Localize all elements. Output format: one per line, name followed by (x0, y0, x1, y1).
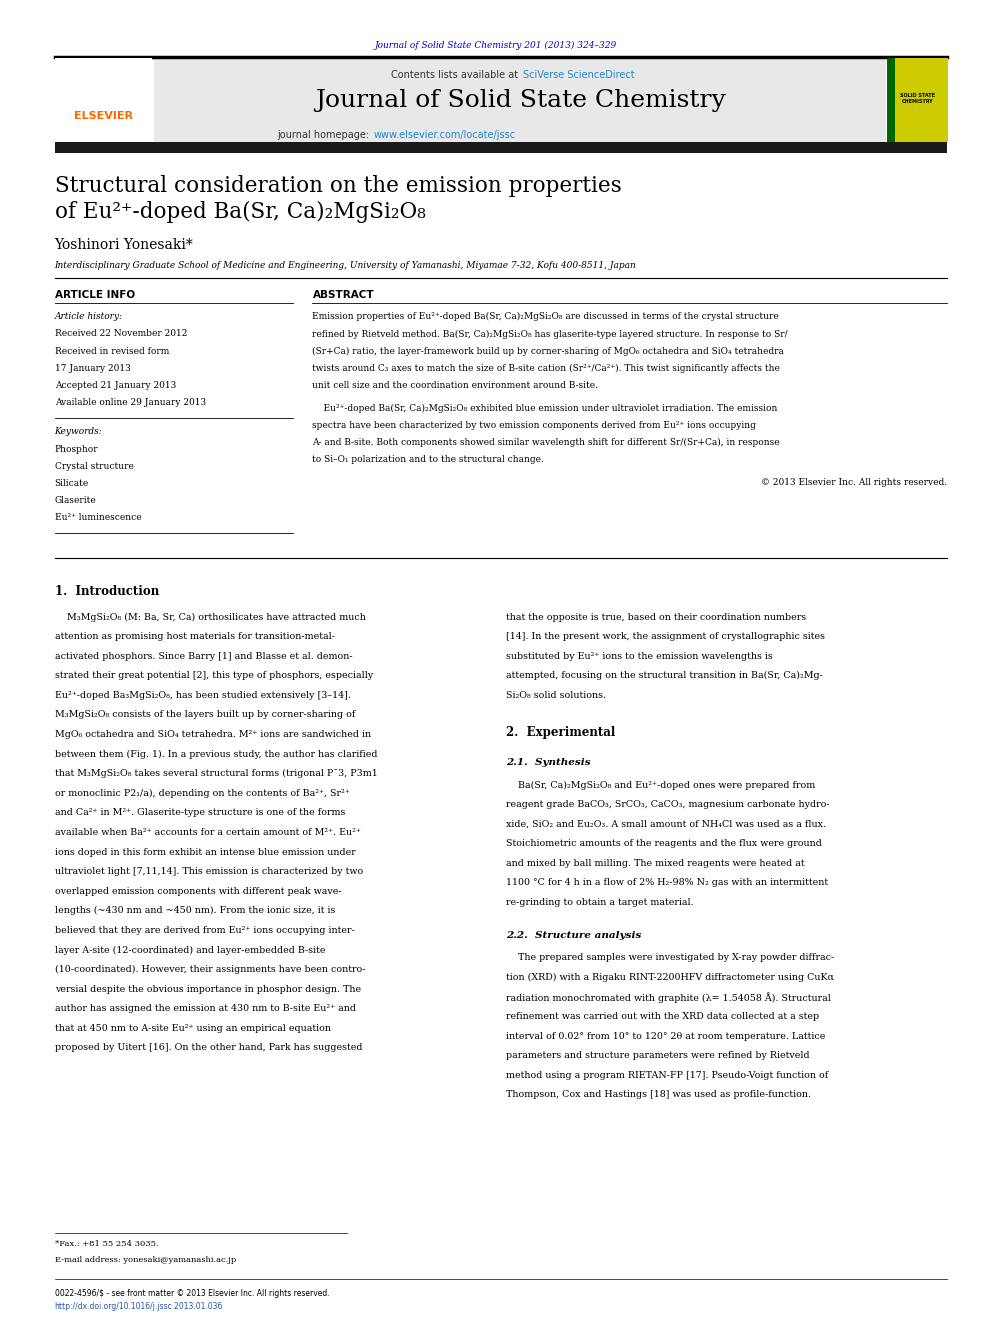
Text: that the opposite is true, based on their coordination numbers: that the opposite is true, based on thei… (506, 613, 806, 622)
Text: Emission properties of Eu²⁺-doped Ba(Sr, Ca)₂MgSi₂O₈ are discussed in terms of t: Emission properties of Eu²⁺-doped Ba(Sr,… (312, 312, 780, 321)
Text: Received 22 November 2012: Received 22 November 2012 (55, 329, 186, 339)
Text: (10-coordinated). However, their assignments have been contro-: (10-coordinated). However, their assignm… (55, 964, 365, 974)
Text: ELSEVIER: ELSEVIER (73, 111, 133, 122)
Text: E-mail address: yonesaki@yamanashi.ac.jp: E-mail address: yonesaki@yamanashi.ac.jp (55, 1256, 236, 1263)
Text: and mixed by ball milling. The mixed reagents were heated at: and mixed by ball milling. The mixed rea… (506, 859, 805, 868)
Text: Eu²⁺ luminescence: Eu²⁺ luminescence (55, 513, 141, 523)
Text: journal homepage:: journal homepage: (277, 130, 372, 140)
Text: 2.2.  Structure analysis: 2.2. Structure analysis (506, 931, 641, 939)
Text: overlapped emission components with different peak wave-: overlapped emission components with diff… (55, 886, 341, 896)
Text: *Fax.: +81 55 254 3035.: *Fax.: +81 55 254 3035. (55, 1240, 158, 1248)
Text: MgO₆ octahedra and SiO₄ tetrahedra. M²⁺ ions are sandwiched in: MgO₆ octahedra and SiO₄ tetrahedra. M²⁺ … (55, 730, 371, 740)
Text: M₃MgSi₂O₈ consists of the layers built up by corner-sharing of: M₃MgSi₂O₈ consists of the layers built u… (55, 710, 355, 720)
Text: strated their great potential [2], this type of phosphors, especially: strated their great potential [2], this … (55, 671, 373, 680)
Text: ARTICLE INFO: ARTICLE INFO (55, 290, 135, 300)
Text: 0022-4596/$ - see front matter © 2013 Elsevier Inc. All rights reserved.: 0022-4596/$ - see front matter © 2013 El… (55, 1289, 329, 1298)
Text: 2.  Experimental: 2. Experimental (506, 726, 615, 740)
Text: refined by Rietveld method. Ba(Sr, Ca)₂MgSi₂O₈ has glaserite-type layered struct: refined by Rietveld method. Ba(Sr, Ca)₂M… (312, 329, 788, 339)
Text: Journal of Solid State Chemistry: Journal of Solid State Chemistry (315, 89, 726, 111)
Text: twists around C₃ axes to match the size of B-site cation (Sr²⁺/Ca²⁺). This twist: twists around C₃ axes to match the size … (312, 364, 781, 373)
Text: M₃MgSi₂O₈ (M: Ba, Sr, Ca) orthosilicates have attracted much: M₃MgSi₂O₈ (M: Ba, Sr, Ca) orthosilicates… (55, 613, 365, 622)
Text: substituted by Eu²⁺ ions to the emission wavelengths is: substituted by Eu²⁺ ions to the emission… (506, 652, 773, 660)
FancyBboxPatch shape (154, 58, 886, 142)
Text: Stoichiometric amounts of the reagents and the flux were ground: Stoichiometric amounts of the reagents a… (506, 839, 821, 848)
Text: tion (XRD) with a Rigaku RINT-2200HFV diffractometer using CuKα: tion (XRD) with a Rigaku RINT-2200HFV di… (506, 972, 834, 982)
Text: Silicate: Silicate (55, 479, 89, 488)
Text: radiation monochromated with graphite (λ= 1.54058 Å). Structural: radiation monochromated with graphite (λ… (506, 992, 830, 1003)
Text: The prepared samples were investigated by X-ray powder diffrac-: The prepared samples were investigated b… (506, 954, 834, 962)
Text: attention as promising host materials for transition-metal-: attention as promising host materials fo… (55, 632, 334, 642)
Text: SciVerse ScienceDirect: SciVerse ScienceDirect (523, 70, 635, 81)
Text: Structural consideration on the emission properties: Structural consideration on the emission… (55, 175, 621, 197)
Bar (55, 142, 947, 153)
Text: Available online 29 January 2013: Available online 29 January 2013 (55, 398, 205, 407)
Text: reagent grade BaCO₃, SrCO₃, CaCO₃, magnesium carbonate hydro-: reagent grade BaCO₃, SrCO₃, CaCO₃, magne… (506, 800, 829, 810)
Text: activated phosphors. Since Barry [1] and Blasse et al. demon-: activated phosphors. Since Barry [1] and… (55, 652, 352, 660)
Text: interval of 0.02° from 10° to 120° 2θ at room temperature. Lattice: interval of 0.02° from 10° to 120° 2θ at… (506, 1032, 825, 1041)
Text: Eu²⁺-doped Ba(Sr, Ca)₂MgSi₂O₈ exhibited blue emission under ultraviolet irradiat: Eu²⁺-doped Ba(Sr, Ca)₂MgSi₂O₈ exhibited … (312, 404, 778, 413)
Text: believed that they are derived from Eu²⁺ ions occupying inter-: believed that they are derived from Eu²⁺… (55, 926, 354, 935)
Text: attempted, focusing on the structural transition in Ba(Sr, Ca)₂Mg-: attempted, focusing on the structural tr… (506, 671, 822, 680)
Text: Keywords:: Keywords: (55, 427, 102, 437)
Text: parameters and structure parameters were refined by Rietveld: parameters and structure parameters were… (506, 1052, 809, 1060)
Text: 1.  Introduction: 1. Introduction (55, 585, 159, 598)
Text: that M₃MgSi₂O₈ takes several structural forms (trigonal P¯3, P3m1: that M₃MgSi₂O₈ takes several structural … (55, 769, 377, 778)
Text: 17 January 2013: 17 January 2013 (55, 364, 130, 373)
Text: © 2013 Elsevier Inc. All rights reserved.: © 2013 Elsevier Inc. All rights reserved… (761, 478, 947, 487)
Text: Yoshinori Yonesaki*: Yoshinori Yonesaki* (55, 238, 193, 253)
FancyBboxPatch shape (55, 58, 152, 142)
Text: SOLID STATE
CHEMISTRY: SOLID STATE CHEMISTRY (900, 93, 935, 103)
Bar (887, 58, 895, 142)
Text: Accepted 21 January 2013: Accepted 21 January 2013 (55, 381, 176, 390)
Text: to Si–O₁ polarization and to the structural change.: to Si–O₁ polarization and to the structu… (312, 455, 545, 464)
Text: between them (Fig. 1). In a previous study, the author has clarified: between them (Fig. 1). In a previous stu… (55, 750, 377, 758)
Text: lengths (~430 nm and ~450 nm). From the ionic size, it is: lengths (~430 nm and ~450 nm). From the … (55, 906, 335, 916)
Text: method using a program RIETAN-FP [17]. Pseudo-Voigt function of: method using a program RIETAN-FP [17]. P… (506, 1070, 828, 1080)
Text: A- and B-site. Both components showed similar wavelength shift for different Sr/: A- and B-site. Both components showed si… (312, 438, 780, 447)
Text: Eu²⁺-doped Ba₃MgSi₂O₈, has been studied extensively [3–14].: Eu²⁺-doped Ba₃MgSi₂O₈, has been studied … (55, 691, 350, 700)
Text: Crystal structure: Crystal structure (55, 462, 134, 471)
Text: Glaserite: Glaserite (55, 496, 96, 505)
Text: Si₂O₈ solid solutions.: Si₂O₈ solid solutions. (506, 691, 606, 700)
Text: of Eu²⁺-doped Ba(Sr, Ca)₂MgSi₂O₈: of Eu²⁺-doped Ba(Sr, Ca)₂MgSi₂O₈ (55, 201, 426, 224)
Text: spectra have been characterized by two emission components derived from Eu²⁺ ion: spectra have been characterized by two e… (312, 421, 756, 430)
Text: ions doped in this form exhibit an intense blue emission under: ions doped in this form exhibit an inten… (55, 848, 355, 856)
Text: available when Ba²⁺ accounts for a certain amount of M²⁺. Eu²⁺: available when Ba²⁺ accounts for a certa… (55, 828, 360, 837)
Text: author has assigned the emission at 430 nm to B-site Eu²⁺ and: author has assigned the emission at 430 … (55, 1004, 355, 1013)
Text: that at 450 nm to A-site Eu²⁺ using an empirical equation: that at 450 nm to A-site Eu²⁺ using an e… (55, 1024, 330, 1033)
Text: 2.1.  Synthesis: 2.1. Synthesis (506, 758, 590, 767)
Text: [14]. In the present work, the assignment of crystallographic sites: [14]. In the present work, the assignmen… (506, 632, 825, 642)
Text: versial despite the obvious importance in phosphor design. The: versial despite the obvious importance i… (55, 984, 361, 994)
Text: refinement was carried out with the XRD data collected at a step: refinement was carried out with the XRD … (506, 1012, 819, 1021)
Text: re-grinding to obtain a target material.: re-grinding to obtain a target material. (506, 898, 693, 908)
Text: or monoclinic P2₁/a), depending on the contents of Ba²⁺, Sr²⁺: or monoclinic P2₁/a), depending on the c… (55, 789, 349, 798)
Text: (Sr+Ca) ratio, the layer-framework build up by corner-sharing of MgO₆ octahedra : (Sr+Ca) ratio, the layer-framework build… (312, 347, 785, 356)
Text: and Ca²⁺ in M²⁺. Glaserite-type structure is one of the forms: and Ca²⁺ in M²⁺. Glaserite-type structur… (55, 808, 345, 818)
Text: http://dx.doi.org/10.1016/j.jssc.2013.01.036: http://dx.doi.org/10.1016/j.jssc.2013.01… (55, 1302, 223, 1311)
Text: Interdisciplinary Graduate School of Medicine and Engineering, University of Yam: Interdisciplinary Graduate School of Med… (55, 261, 636, 270)
Text: 1100 °C for 4 h in a flow of 2% H₂-98% N₂ gas with an intermittent: 1100 °C for 4 h in a flow of 2% H₂-98% N… (506, 878, 828, 888)
Text: ABSTRACT: ABSTRACT (312, 290, 374, 300)
Text: Phosphor: Phosphor (55, 445, 98, 454)
Text: Thompson, Cox and Hastings [18] was used as profile-function.: Thompson, Cox and Hastings [18] was used… (506, 1090, 810, 1099)
Text: proposed by Uitert [16]. On the other hand, Park has suggested: proposed by Uitert [16]. On the other ha… (55, 1044, 362, 1052)
Text: Journal of Solid State Chemistry 201 (2013) 324–329: Journal of Solid State Chemistry 201 (20… (375, 41, 617, 50)
Text: ultraviolet light [7,11,14]. This emission is characterized by two: ultraviolet light [7,11,14]. This emissi… (55, 867, 363, 876)
Text: Contents lists available at: Contents lists available at (391, 70, 521, 81)
Text: xide, SiO₂ and Eu₂O₃. A small amount of NH₄Cl was used as a flux.: xide, SiO₂ and Eu₂O₃. A small amount of … (506, 820, 826, 828)
Text: unit cell size and the coordination environment around B-site.: unit cell size and the coordination envi… (312, 381, 598, 390)
Text: Received in revised form: Received in revised form (55, 347, 169, 356)
Text: Ba(Sr, Ca)₂MgSi₂O₈ and Eu²⁺-doped ones were prepared from: Ba(Sr, Ca)₂MgSi₂O₈ and Eu²⁺-doped ones w… (506, 781, 815, 790)
Text: www.elsevier.com/locate/jssc: www.elsevier.com/locate/jssc (374, 130, 516, 140)
Text: Article history:: Article history: (55, 312, 123, 321)
FancyBboxPatch shape (887, 58, 948, 142)
Text: layer A-site (12-coordinated) and layer-embedded B-site: layer A-site (12-coordinated) and layer-… (55, 946, 325, 954)
